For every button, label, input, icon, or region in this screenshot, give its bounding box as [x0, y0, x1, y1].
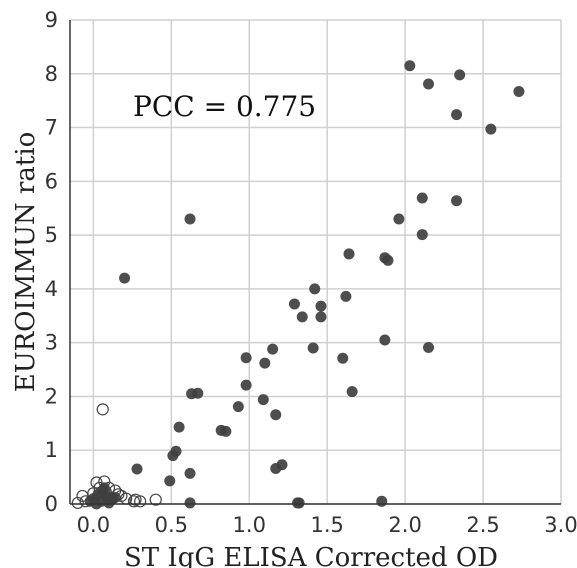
filled-data-point — [240, 352, 252, 364]
x-tick-label: 0.5 — [155, 513, 188, 537]
filled-data-point — [416, 229, 428, 241]
filled-data-point — [315, 311, 327, 323]
y-tick-label: 7 — [45, 116, 58, 140]
x-tick-label: 1.5 — [310, 513, 343, 537]
filled-data-point — [416, 192, 428, 204]
filled-data-point — [173, 421, 185, 433]
grid-layer — [70, 19, 562, 505]
filled-data-point — [119, 272, 131, 284]
filled-data-point — [220, 425, 232, 437]
axis-layer — [69, 20, 561, 505]
filled-data-point — [393, 213, 405, 225]
y-tick-label: 4 — [45, 277, 58, 301]
filled-data-point — [164, 475, 176, 487]
points-layer — [71, 60, 525, 510]
tick-label-layer: 0.0 0.5 1.0 1.5 2.0 2.5 3.0 0 1 2 3 4 5 6 7 8 9 — [45, 8, 577, 537]
filled-data-point — [184, 213, 196, 225]
filled-data-point — [379, 334, 391, 346]
filled-data-point — [259, 357, 271, 369]
filled-data-point — [184, 467, 196, 479]
x-tick-label: 0.0 — [77, 513, 110, 537]
filled-data-point — [296, 311, 308, 323]
filled-data-point — [184, 497, 196, 509]
filled-data-point — [293, 497, 305, 509]
y-axis-label: EUROIMMUN ratio — [11, 132, 41, 393]
filled-data-point — [307, 342, 319, 354]
y-tick-label: 9 — [45, 8, 58, 32]
filled-data-point — [404, 60, 416, 72]
x-tick-label: 2.5 — [466, 513, 499, 537]
filled-data-point — [192, 387, 204, 399]
filled-data-point — [513, 86, 525, 98]
y-tick-label: 3 — [45, 331, 58, 355]
y-tick-label: 1 — [45, 438, 58, 462]
filled-data-point — [382, 254, 394, 266]
filled-data-point — [423, 342, 435, 354]
filled-data-point — [485, 123, 497, 135]
filled-data-point — [337, 352, 349, 364]
filled-data-point — [423, 78, 435, 90]
filled-data-point — [257, 394, 269, 406]
open-data-point — [149, 493, 162, 506]
filled-data-point — [98, 482, 110, 494]
open-data-point — [127, 495, 141, 508]
filled-data-point — [232, 401, 244, 413]
filled-data-point — [451, 195, 463, 207]
x-tick-label: 1.0 — [233, 513, 266, 537]
y-tick-label: 0 — [45, 492, 58, 516]
filled-data-point — [346, 386, 358, 398]
y-tick-label: 5 — [45, 223, 58, 247]
x-axis-label: ST IgG ELISA Corrected OD — [124, 543, 498, 568]
y-tick-label: 6 — [45, 169, 58, 193]
filled-data-point — [270, 409, 282, 421]
filled-data-point — [240, 379, 252, 391]
filled-data-point — [376, 495, 388, 507]
open-data-point — [96, 403, 109, 416]
x-tick-label: 2.0 — [388, 513, 421, 537]
filled-data-point — [315, 300, 327, 312]
open-data-point — [134, 495, 147, 508]
filled-data-point — [267, 343, 279, 355]
filled-data-point — [454, 69, 466, 81]
filled-data-point — [343, 248, 355, 260]
filled-data-point — [109, 492, 121, 504]
open-data-point — [71, 496, 84, 510]
filled-data-point — [131, 463, 143, 475]
filled-data-point — [288, 298, 300, 310]
filled-data-point — [340, 290, 352, 302]
y-tick-label: 2 — [45, 384, 58, 408]
y-tick-label: 8 — [45, 62, 58, 86]
filled-data-point — [309, 283, 321, 295]
x-tick-label: 3.0 — [544, 513, 577, 537]
pcc-annotation: PCC = 0.775 — [133, 90, 316, 123]
filled-data-point — [451, 109, 463, 121]
filled-data-point — [170, 445, 182, 457]
filled-data-point — [276, 459, 288, 471]
